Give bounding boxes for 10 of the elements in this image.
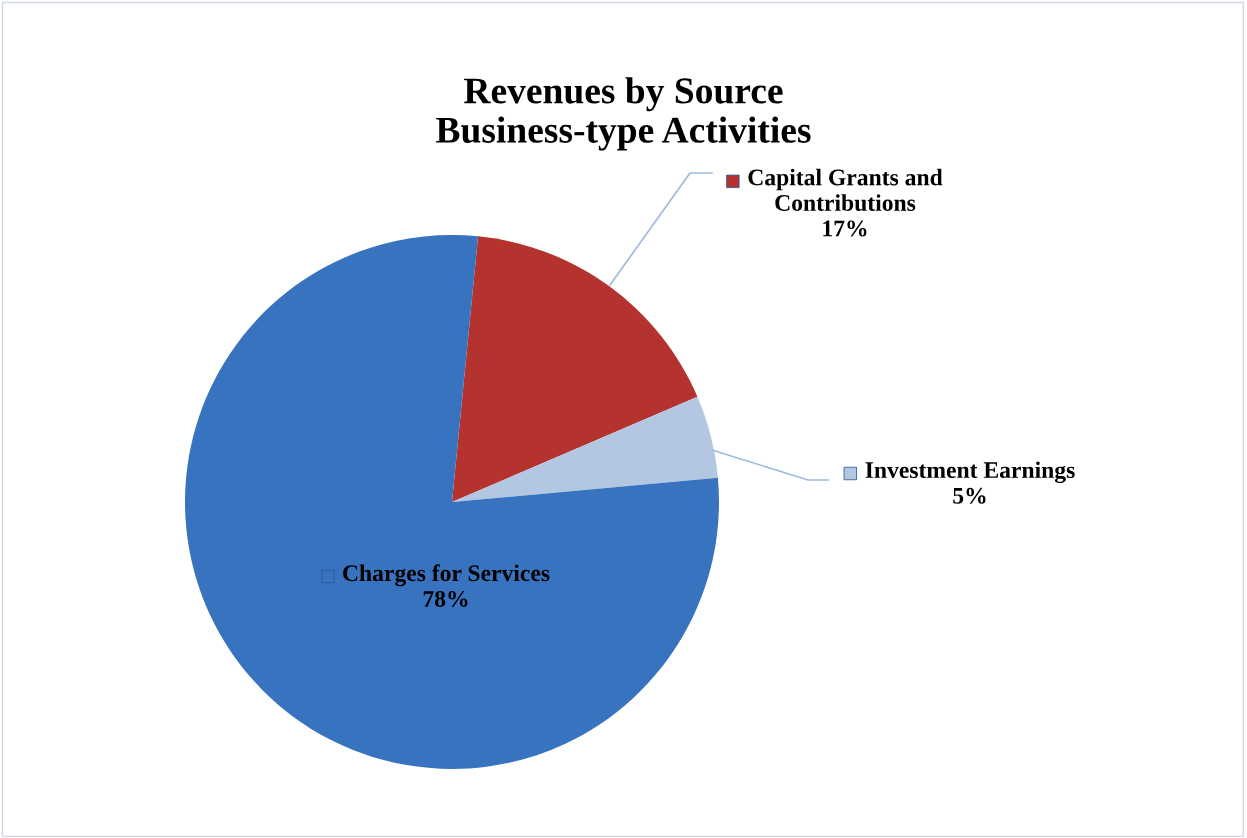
pie-slice: [452, 396, 718, 502]
pie-slice: [185, 235, 719, 769]
legend-label: Capital Grants and Contributions: [748, 168, 943, 211]
data-label: 78%: [423, 590, 468, 607]
legend-label: Investment Earnings: [865, 461, 1075, 484]
chart-title: Revenues by Source Business-type Activities: [436, 77, 811, 151]
data-label: 5%: [953, 487, 986, 504]
pie-slice: [452, 236, 698, 502]
data-label: 17%: [823, 220, 867, 237]
legend-label: Charges for Services: [343, 564, 550, 587]
